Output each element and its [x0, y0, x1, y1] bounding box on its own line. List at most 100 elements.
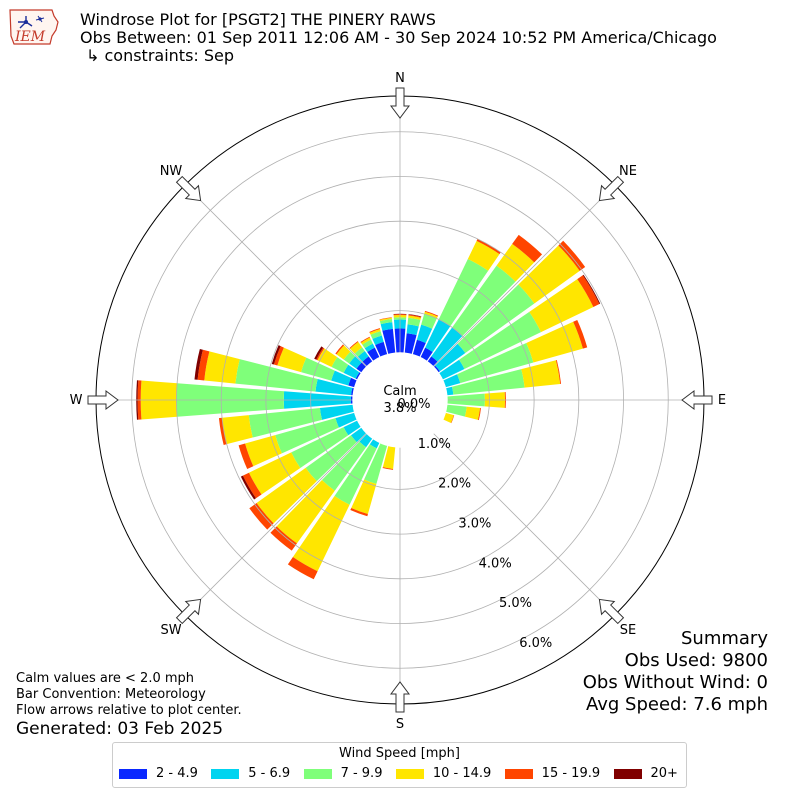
logo-text: IEM	[14, 29, 46, 45]
windrose-bar-segment	[577, 275, 600, 307]
windrose-bar-segment	[204, 351, 240, 384]
windrose-bar-segment	[301, 357, 335, 381]
generated-date: Generated: 03 Feb 2025	[16, 719, 224, 739]
windrose-bar-segment	[238, 443, 254, 469]
calm-circle	[352, 352, 448, 448]
windrose-bar-segment	[350, 341, 363, 354]
legend-label: 7 - 9.9	[340, 766, 383, 781]
windrose-bar-segment	[421, 313, 437, 329]
compass-label-se: SE	[620, 623, 636, 638]
radial-tick-labels: 0.0% 1.0% 2.0% 3.0% 4.0% 5.0% 6.0%	[397, 397, 552, 651]
windrose-bar-segment	[331, 357, 349, 373]
windrose-bar-segment	[526, 321, 583, 363]
legend-item: 7 - 9.9	[303, 766, 383, 781]
windrose-bar-segment	[582, 274, 601, 305]
windrose-bar-segment	[529, 279, 594, 333]
notes-block: Calm values are < 2.0 mph Bar Convention…	[16, 671, 242, 739]
legend-label: 10 - 14.9	[432, 766, 492, 781]
windrose-bar-segment	[408, 315, 421, 320]
windrose-bar-segment	[452, 265, 516, 337]
windrose-bar-segment	[349, 356, 362, 369]
windrose-bar-segment	[270, 526, 297, 551]
windrose-bar-segment	[416, 324, 433, 343]
compass-label-sw: SW	[160, 623, 181, 638]
windrose-bar-segment	[357, 350, 369, 362]
windrose-bar-segment	[222, 415, 253, 445]
legend-item: 10 - 14.9	[395, 766, 492, 781]
legend-item: 2 - 4.9	[119, 766, 198, 781]
windrose-bar-segment	[467, 240, 500, 271]
windrose-bar-segment	[369, 328, 381, 333]
legend-swatch	[395, 768, 424, 779]
windrose-bar-segment	[459, 311, 541, 369]
windrose-bar-segment	[350, 507, 368, 517]
compass-arrow-icon	[390, 87, 410, 119]
windrose-bar-segment	[370, 331, 382, 339]
windrose-bar-segment	[334, 444, 377, 505]
calm-label: Calm	[383, 384, 416, 399]
windrose-bar-segment	[424, 311, 438, 319]
compass-arrow-icon	[390, 681, 410, 713]
windrose-bar-segment	[351, 479, 377, 515]
windrose-bar-segment	[435, 343, 466, 372]
windrose-bar-segment	[197, 349, 210, 381]
legend-swatch	[504, 768, 533, 779]
windrose-bar-segment	[450, 415, 455, 424]
windrose-bar-segment	[382, 467, 394, 470]
compass-arrow-icon	[598, 598, 625, 625]
compass-label-ne: NE	[619, 164, 637, 179]
windrose-bar-segment	[496, 243, 535, 282]
legend-label: 2 - 4.9	[156, 766, 198, 781]
windrose-bar-segment	[275, 418, 339, 454]
legend-swatch	[613, 768, 642, 779]
compass-labels: N NE E SE S SW W NW	[70, 71, 727, 732]
windrose-bar-segment	[464, 406, 481, 420]
compass-label-e: E	[718, 393, 726, 408]
compass-label-nw: NW	[160, 164, 183, 179]
windrose-bar-segment	[425, 319, 451, 352]
windrose-bar-segment	[457, 342, 534, 384]
windrose-bar-segment	[360, 337, 371, 345]
windrose-bar-segment	[457, 284, 535, 354]
windrose-bar-segment	[369, 328, 381, 335]
compass-label-w: W	[70, 393, 83, 408]
windrose-bar-segment	[276, 479, 335, 544]
windrose-bar-segment	[315, 379, 353, 396]
legend-swatch	[119, 768, 147, 779]
windrose-bar-segment	[518, 245, 580, 304]
radial-tick-label: 1.0%	[418, 437, 451, 452]
windrose-bar-segment	[317, 348, 338, 368]
iem-logo-graphic: IEM	[9, 9, 59, 45]
legend-title: Wind Speed [mph]	[339, 746, 460, 761]
compass-arrows	[87, 87, 713, 713]
windrose-bar-segment	[271, 345, 281, 365]
legend-item: 20+	[613, 766, 678, 781]
windrose-bar-segment	[477, 407, 481, 421]
legend-items: 2 - 4.9 5 - 6.9 7 - 9.9 10 - 14.9 15 - 19.9 2…	[113, 761, 686, 781]
windrose-bar-segment	[407, 317, 421, 327]
windrose-bar-segment	[256, 467, 317, 524]
windrose-bar-segment	[354, 347, 365, 357]
windrose-bar-segment	[451, 369, 525, 395]
windrose-bar-segment	[360, 336, 370, 343]
windrose-bar-segment	[379, 319, 393, 325]
windrose-bar-segment	[521, 360, 561, 388]
windrose-bar-segment	[379, 317, 392, 322]
windrose-bar-segment	[343, 364, 360, 379]
iem-logo: IEM	[6, 6, 62, 50]
radial-tick-label: 2.0%	[438, 477, 471, 492]
obs-used: Obs Used: 9800	[624, 650, 768, 671]
windrose-bar-segment	[362, 339, 373, 349]
compass-arrow-icon	[175, 598, 202, 625]
windrose-bar-segment	[321, 441, 367, 491]
note-arrows: Flow arrows relative to plot center.	[16, 703, 242, 718]
legend-label: 15 - 19.9	[541, 766, 601, 781]
windrose-bar-segment	[287, 556, 318, 580]
windrose-bar-segment	[336, 345, 351, 360]
windrose-bar-segment	[248, 452, 301, 495]
windrose-bar-segment	[476, 238, 501, 255]
windrose-bar-segment	[218, 417, 227, 445]
windrose-bar-segment	[331, 370, 352, 386]
summary-block: Summary Obs Used: 9800 Obs Without Wind:…	[583, 628, 768, 716]
